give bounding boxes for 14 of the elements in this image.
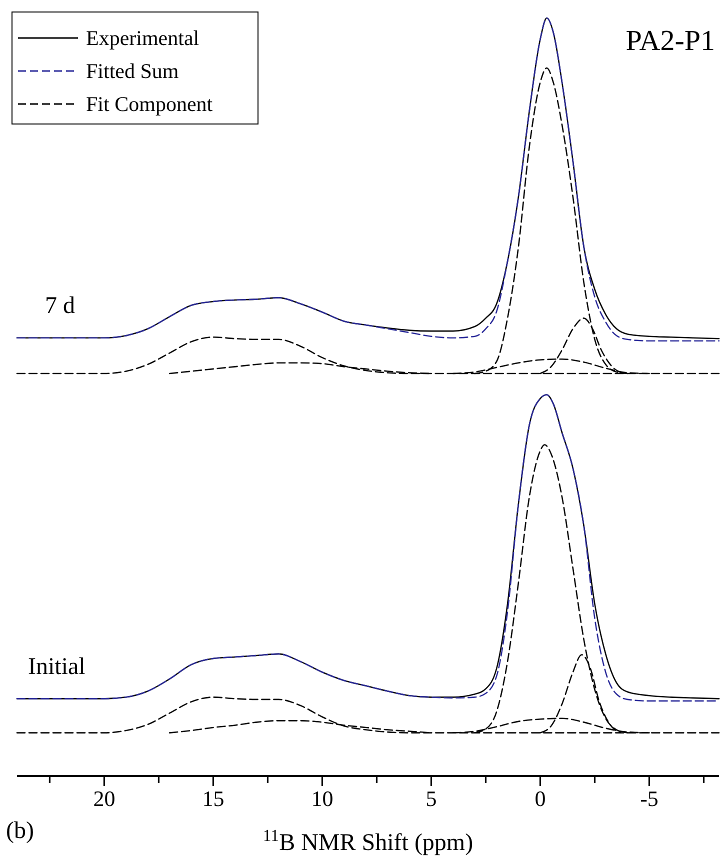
legend-label: Experimental	[86, 26, 200, 50]
x-axis-title: $^{11}$B NMR Shift (ppm)	[262, 826, 474, 856]
annotation: 7 d	[45, 293, 75, 319]
text: (b)	[6, 818, 34, 844]
x-tick-label: -5	[640, 786, 658, 811]
legend-label: Fitted Sum	[86, 59, 179, 83]
x-tick-label: 0	[534, 786, 546, 811]
chart-title: PA2-P1	[626, 25, 715, 57]
x-tick-label: 20	[93, 786, 116, 811]
x-tick-label: 5	[426, 786, 437, 811]
annotation: Initial	[28, 654, 86, 680]
x-tick-label: 10	[311, 786, 334, 811]
x-tick-label: 15	[202, 786, 224, 811]
legend-label: Fit Component	[86, 92, 213, 116]
